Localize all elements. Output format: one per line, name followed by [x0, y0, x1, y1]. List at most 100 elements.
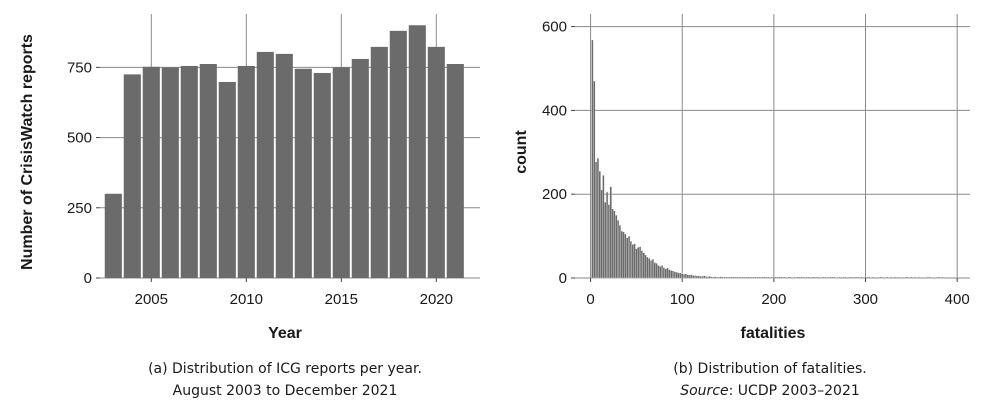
panel-b-histogram-bar [738, 276, 741, 279]
panel-b-histogram-bar [675, 272, 678, 279]
panel-b-histogram-bar [849, 276, 852, 279]
panel-b-histogram-bar [776, 276, 779, 279]
panel-b-histogram-bar [767, 276, 770, 279]
panel-b-histogram-bar [886, 276, 889, 279]
panel-b-histogram-bar [752, 276, 755, 279]
panel-b-histogram-bar [646, 256, 649, 279]
panel-b-histogram-bar [714, 276, 717, 279]
panel-b-histogram-bar [941, 276, 944, 279]
panel-b-histogram-bar [926, 276, 929, 279]
panel-b-histogram-bar [705, 276, 708, 279]
panel-b-histogram-bar [655, 263, 658, 279]
panel-b-histogram-bar [712, 276, 715, 279]
panel-b-histogram-bar [596, 158, 599, 279]
panel-b-histogram-bar [857, 276, 860, 279]
panel-b-y-axis-title: count [513, 130, 530, 174]
panel-a-bar-2006 [161, 67, 179, 279]
panel-b-histogram-bar [648, 258, 651, 279]
panel-b-histogram-bar [681, 273, 684, 279]
panel-b-histogram-bar [679, 272, 682, 279]
panel-b-histogram-bar [653, 262, 656, 279]
panel-b-histogram-bar [879, 276, 882, 279]
panel-b-x-tick-label: 200 [761, 291, 786, 308]
panel-b-y-tick-label: 600 [542, 19, 567, 36]
panel-b-histogram-bar [684, 273, 687, 279]
panel-b-histogram-bar [668, 269, 671, 279]
panel-b-histogram-bar [716, 276, 719, 279]
panel-b-histogram-bar [822, 276, 825, 279]
panel-b-histogram-bar [690, 274, 693, 279]
panel-b-histogram-bar [774, 276, 777, 279]
panel-b-histogram-bar [666, 267, 669, 279]
panel-b-histogram-bar [611, 208, 614, 279]
panel-b-histogram-bar [890, 276, 893, 279]
panel-b-histogram-bar [697, 275, 700, 279]
panel-b-histogram-bar [703, 275, 706, 279]
panel-b-histogram-bar [602, 175, 605, 279]
panel-b-histogram-bar [855, 276, 858, 279]
panel-b-histogram-bar [719, 276, 722, 279]
panel-b-histogram-bar [937, 276, 940, 279]
panel-b-histogram-bar [749, 276, 752, 279]
panel-b-histogram-bar [780, 276, 783, 279]
panel-b-histogram-bar [633, 243, 636, 279]
panel-b-caption-source-text: : UCDP 2003–2021 [729, 383, 860, 399]
panel-b-histogram-bar [593, 80, 596, 279]
panel-a-bar-2004 [123, 74, 141, 278]
panel-b-histogram-bar [670, 270, 673, 279]
panel-b-histogram-bar [743, 276, 746, 279]
panel-a-y-tick-label: 500 [67, 130, 92, 147]
panel-b-histogram-bar [813, 276, 816, 279]
panel-b-histogram-bar [620, 230, 623, 279]
panel-b-histogram-bar [860, 276, 863, 279]
panel-b-histogram-bar [798, 276, 801, 279]
panel-b-histogram-bar [595, 161, 598, 279]
panel-b-histogram-bar [750, 276, 753, 279]
panel-b-y-tick-label: 200 [542, 186, 567, 203]
panel-b-x-tick-label: 400 [945, 291, 970, 308]
panel-b-histogram-bar [754, 276, 757, 279]
panel-b-histogram-bar [906, 276, 909, 279]
panel-b-histogram-bar [734, 276, 737, 279]
panel-a-bar-2009 [218, 81, 236, 278]
panel-b-histogram-bar [910, 276, 913, 279]
panel-b-histogram-bar [673, 271, 676, 279]
panel-b-histogram-bar [695, 275, 698, 279]
panel-b-histogram-bar [816, 276, 819, 279]
panel-b-histogram-bar [662, 267, 665, 279]
panel-b-histogram-bar [600, 189, 603, 279]
panel-b-x-tick-label: 0 [586, 291, 594, 308]
panel-b-histogram-bar [615, 215, 618, 279]
panel-b-histogram-bar [935, 276, 939, 279]
panel-a-bar-2012 [275, 53, 293, 278]
panel-b-histogram-bar [699, 276, 702, 279]
panel-b-histogram-bar [761, 276, 764, 279]
panel-b-histogram-bar [787, 276, 790, 279]
panel-b-histogram-bar [723, 276, 726, 279]
panel-b-histogram-bar [871, 276, 874, 279]
panel-a-bar-2008 [199, 63, 217, 279]
panel-a-bar-2014 [313, 72, 331, 278]
panel-b-histogram-bar [928, 276, 931, 279]
panel-b-histogram-bar [897, 276, 900, 279]
panel-b-histogram-bar [760, 276, 763, 279]
panel-b-histogram-bar [721, 276, 724, 279]
panel-b-histogram-bar [747, 276, 750, 279]
panel-b-histogram-bar [622, 231, 625, 279]
panel-b-histogram-bar [829, 276, 832, 279]
panel-b-histogram-bar [626, 237, 629, 279]
panel-a-bar-2011 [256, 51, 274, 279]
panel-a-bar-2020 [427, 46, 445, 278]
panel-a-caption-line-1: (a) Distribution of ICG reports per year… [148, 361, 422, 377]
panel-a-y-tick-label: 0 [84, 270, 92, 287]
panel-b-histogram-bar [893, 276, 896, 279]
panel-b-histogram-bar [728, 276, 731, 279]
panel-b-histogram-bar [880, 276, 884, 279]
panel-b-histogram-bar [772, 276, 775, 279]
panel-b-histogram-bar [650, 260, 653, 279]
panel-b-histogram-bar [739, 276, 742, 279]
panel-b-histogram-bar [635, 248, 638, 279]
panel-b-histogram-bar [688, 274, 691, 279]
panel-b-caption-line-2: Source: UCDP 2003–2021 [680, 383, 860, 399]
